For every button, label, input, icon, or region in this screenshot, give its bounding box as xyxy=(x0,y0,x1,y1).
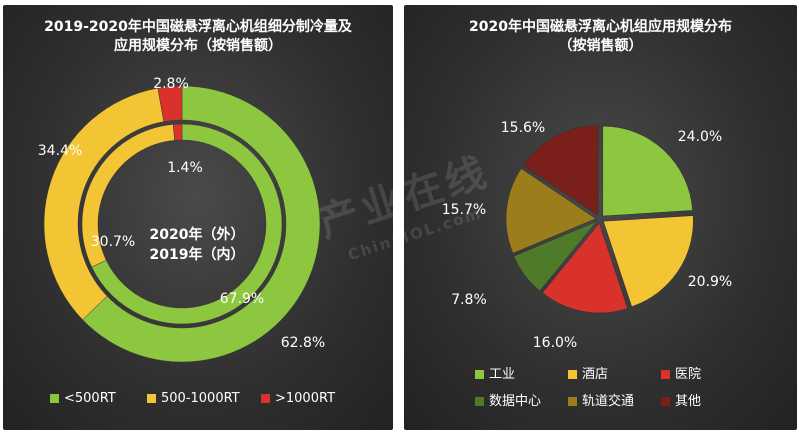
legend-swatch xyxy=(147,394,156,403)
donut-ring-1-slice-500rt xyxy=(91,123,283,325)
donut-center-label-1: 2019年（内） xyxy=(150,246,245,263)
legend-item-500-1000rt: 500-1000RT xyxy=(147,391,240,406)
donut-label-1-500-1000rt: 30.7% xyxy=(91,234,135,250)
pie-label-4: 15.7% xyxy=(442,202,486,218)
donut-ring-0-slice-500rt xyxy=(82,85,321,363)
pie-slice-3 xyxy=(513,221,598,292)
pie-slice-2 xyxy=(541,222,629,314)
pie-slice-5 xyxy=(522,125,599,217)
legend-item-0: 工业 xyxy=(475,363,515,382)
legend-item-1: 酒店 xyxy=(568,363,608,382)
pie-label-0: 24.0% xyxy=(678,129,722,145)
left-chart-title: 2019-2020年中国磁悬浮离心机组细分制冷量及 应用规模分布（按销售额） xyxy=(3,18,393,56)
right-chart-panel: 2020年中国磁悬浮离心机组应用规模分布 （按销售额） 24.0% 20.9% 16… xyxy=(404,5,797,430)
legend-swatch xyxy=(475,370,484,379)
left-chart-panel: 2019-2020年中国磁悬浮离心机组细分制冷量及 应用规模分布（按销售额） 6… xyxy=(3,5,393,430)
donut-center-label-0: 2020年（外） xyxy=(150,226,245,243)
donut-label-0-500-1000rt: 34.4% xyxy=(38,143,82,159)
legend-swatch xyxy=(661,397,670,406)
pie-label-5: 15.6% xyxy=(501,120,545,136)
donut-ring-1-slice-1000rt xyxy=(172,123,183,141)
legend-item-2: 医院 xyxy=(661,363,701,382)
pie-label-3: 7.8% xyxy=(451,292,487,308)
pie-slice-4 xyxy=(505,168,597,254)
legend-label: 轨道交通 xyxy=(582,394,635,409)
legend-label: 酒店 xyxy=(582,367,609,382)
donut-chart: 62.8% 34.4% 2.8% 67.9% 30.7% 1.4% 2020年（外） 2019… xyxy=(38,76,325,363)
legend-swatch xyxy=(475,397,484,406)
legend-label: <500RT xyxy=(64,391,116,406)
legend-swatch xyxy=(261,394,270,403)
legend-swatch xyxy=(661,370,670,379)
legend-swatch xyxy=(568,370,577,379)
right-title-line-1: 2020年中国磁悬浮离心机组应用规模分布 xyxy=(469,19,732,35)
pie-slice-0 xyxy=(602,125,693,217)
legend-item-3: 数据中心 xyxy=(475,390,541,409)
donut-label-0-1000rt: 2.8% xyxy=(153,76,189,92)
legend-swatch xyxy=(50,394,59,403)
legend-item-5: 其他 xyxy=(661,390,701,409)
donut-ring-0-slice-500-1000rt xyxy=(43,87,165,321)
donut-label-1-500rt: 67.9% xyxy=(220,291,264,307)
legend-label: 其他 xyxy=(675,394,702,409)
legend-swatch xyxy=(568,397,577,406)
legend-item-500rt: <500RT xyxy=(50,391,116,406)
pie-chart: 24.0% 20.9% 16.0% 7.8% 15.7% 15.6% xyxy=(442,120,732,351)
donut-ring-0-slice-1000rt xyxy=(157,85,183,122)
donut-label-1-1000rt: 1.4% xyxy=(167,160,203,176)
right-chart-title: 2020年中国磁悬浮离心机组应用规模分布 （按销售额） xyxy=(404,18,797,56)
pie-label-2: 16.0% xyxy=(533,335,577,351)
donut-label-0-500rt: 62.8% xyxy=(281,335,325,351)
right-title-line-2: （按销售额） xyxy=(558,38,643,54)
legend-label: 500-1000RT xyxy=(161,391,240,406)
legend-label: 医院 xyxy=(675,367,702,382)
legend-label: 工业 xyxy=(489,367,516,382)
legend-label: >1000RT xyxy=(275,391,336,406)
legend-label: 数据中心 xyxy=(489,394,542,409)
left-title-line-2: 应用规模分布（按销售额） xyxy=(114,38,282,54)
pie-label-1: 20.9% xyxy=(688,274,732,290)
legend-item-1000rt: >1000RT xyxy=(261,391,335,406)
left-title-line-1: 2019-2020年中国磁悬浮离心机组细分制冷量及 xyxy=(44,19,352,35)
legend-item-4: 轨道交通 xyxy=(568,390,634,409)
pie-slice-1 xyxy=(602,215,694,308)
